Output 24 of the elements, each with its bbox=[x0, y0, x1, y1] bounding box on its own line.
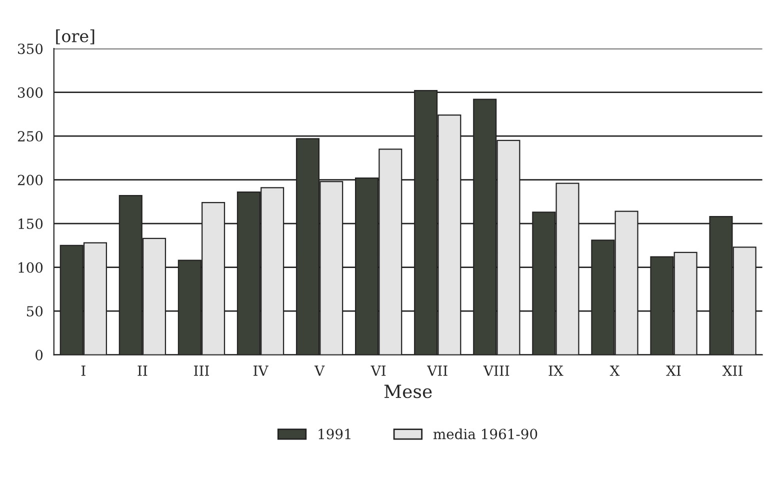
x-tick-label: XI bbox=[666, 366, 681, 376]
x-tick-label: II bbox=[138, 366, 148, 376]
y-tick-label: 350 bbox=[18, 44, 43, 54]
y-tick-label: 0 bbox=[36, 350, 43, 360]
y-tick-label: 150 bbox=[18, 218, 43, 230]
x-tick-label: I bbox=[81, 366, 86, 376]
x-tick-label: VII bbox=[426, 366, 448, 376]
x-tick-label: V bbox=[314, 366, 325, 376]
legend-label: media 1961-90 bbox=[433, 428, 538, 440]
x-tick-label: IX bbox=[548, 366, 564, 376]
x-tick-label: X bbox=[610, 366, 620, 376]
x-tick-label: IV bbox=[254, 366, 268, 376]
y-tick-label: 250 bbox=[18, 131, 43, 142]
y-axis-title: [ore] bbox=[56, 29, 94, 44]
legend-label: 1991 bbox=[318, 428, 350, 440]
x-tick-label: VI bbox=[370, 366, 386, 376]
x-axis-title: Mese bbox=[384, 384, 432, 398]
x-tick-label: VIII bbox=[483, 366, 510, 376]
y-tick-label: 50 bbox=[26, 306, 43, 317]
y-tick-label: 100 bbox=[18, 262, 43, 273]
x-tick-label: III bbox=[194, 366, 209, 376]
x-tick-label: XII bbox=[722, 366, 742, 376]
y-tick-label: 200 bbox=[18, 174, 43, 186]
y-tick-label: 300 bbox=[18, 87, 43, 98]
